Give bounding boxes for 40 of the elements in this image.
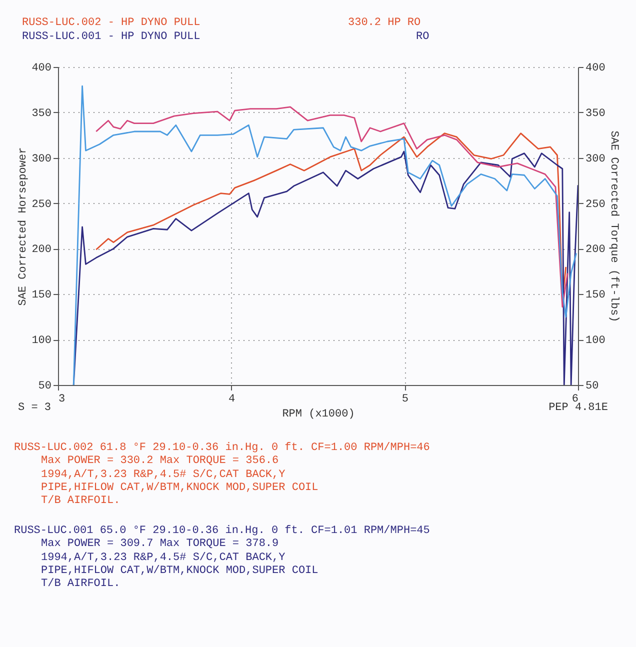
y-axis-title: SAE Corrected Horsepower [18, 147, 30, 306]
x-axis-title: RPM (x1000) [282, 408, 355, 420]
text: RUSS-LUC.002 - HP DYNO PULL [22, 17, 200, 29]
text: PIPE,HIFLOW CAT,W/BTM,KNOCK MOD,SUPER COIL [41, 482, 318, 494]
text: RUSS-LUC.002 61.8 °F 29.10-0.36 in.Hg. 0 ft. CF=1.00 RPM/MPH=46 [14, 442, 430, 454]
line-series [95, 106, 568, 308]
y-tick-label: 250 [32, 198, 52, 211]
y2-tick-label: 100 [586, 335, 606, 348]
y2-tick-label: 50 [586, 380, 599, 392]
x-tick-label: 4 [228, 394, 236, 406]
y2-tick-label: 350 [586, 108, 606, 120]
text: S = 3 [18, 402, 52, 414]
text: RUSS-LUC.001 65.0 °F 29.10-0.36 in.Hg. 0 ft. CF=1.01 RPM/MPH=45 [14, 525, 430, 537]
y-tick-label: 100 [32, 335, 52, 348]
text: Max POWER = 330.2 Max TORQUE = 356.6 [41, 455, 279, 467]
y-tick-label: 400 [32, 62, 52, 74]
y-tick-label: 300 [32, 153, 52, 166]
y2-axis-title: SAE Corrected Torque (ft-lbs) [607, 130, 620, 322]
y-tick-label: 350 [32, 108, 52, 120]
text: 1994,A/T,3.23 R&P,4.5# S/C,CAT BACK,Y [41, 552, 286, 564]
x-tick-label: 5 [402, 394, 408, 406]
text: 1994,A/T,3.23 R&P,4.5# S/C,CAT BACK,Y [41, 469, 286, 481]
y-tick-label: 200 [32, 244, 52, 256]
y2-tick-label: 250 [586, 198, 606, 211]
text: RUSS-LUC.001 - HP DYNO PULL [22, 31, 200, 43]
text: T/B AIRFOIL. [41, 578, 120, 590]
text: T/B AIRFOIL. [41, 495, 120, 507]
y2-tick-label: 300 [586, 153, 606, 166]
line-series [72, 85, 577, 385]
y-tick-label: 150 [32, 290, 52, 302]
y2-tick-label: 150 [586, 290, 606, 302]
y2-tick-label: 400 [586, 62, 606, 74]
y2-tick-label: 200 [586, 244, 606, 256]
y-tick-label: 50 [38, 380, 52, 392]
text: PIPE,HIFLOW CAT,W/BTM,KNOCK MOD,SUPER COIL [41, 565, 318, 577]
text: RO [416, 31, 430, 43]
line-series [72, 150, 578, 385]
text: 330.2 HP RO [348, 17, 422, 29]
text: Max POWER = 309.7 Max TORQUE = 378.9 [41, 538, 279, 550]
x-tick-label: 3 [58, 394, 66, 406]
